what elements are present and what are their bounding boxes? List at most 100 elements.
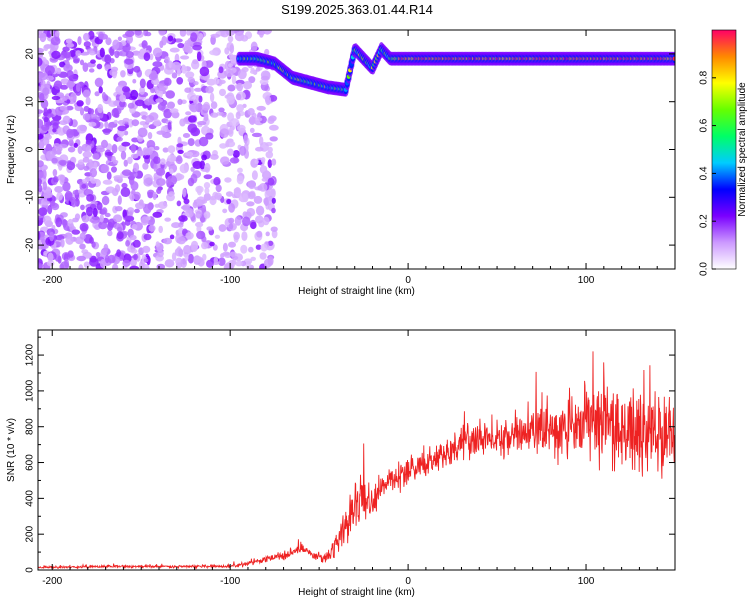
heatmap-noise-cell [215,184,222,193]
heatmap-noise-cell [99,47,105,58]
heatmap-noise-cell [241,231,248,242]
heatmap-noise-cell [157,86,167,91]
heatmap-noise-cell [254,117,263,122]
heatmap-noise-cell [248,116,256,125]
heatmap-noise-cell [67,160,72,165]
heatmap-noise-cell [62,115,71,125]
heatmap-noise-cell [188,115,197,123]
heatmap-noise-cell [269,124,279,131]
heatmap-noise-cell [203,174,213,180]
heatmap-noise-cell [259,115,267,124]
heatmap-noise-cell [144,98,153,106]
heatmap-noise-cell [76,255,86,262]
heatmap-noise-cell [153,119,161,127]
heatmap-noise-cell [50,119,60,126]
heatmap-noise-cell [124,58,134,65]
heatmap-noise-cell [251,170,258,181]
heatmap-noise-cell [156,130,166,135]
heatmap-noise-cell [167,145,176,154]
heatmap-noise-cell [104,54,112,64]
heatmap-noise-cell [267,146,273,153]
heatmap-noise-cell [195,211,202,219]
heatmap-noise-cell [66,105,74,111]
heatmap-noise-cell [88,68,95,73]
heatmap-noise-cell [42,87,50,96]
heatmap-noise-cell [54,186,64,193]
heatmap-noise-cell [255,244,262,250]
heatmap-noise-cell [224,177,232,183]
heatmap-noise-cell [186,30,191,36]
heatmap-noise-cell [259,252,267,260]
heatmap-noise-cell [135,202,145,210]
heatmap-noise-cell [164,217,171,222]
heatmap-noise-cell [38,57,43,67]
heatmap-noise-cell [71,199,77,208]
heatmap-noise-cell [161,35,167,46]
heatmap-noise-cell [104,212,111,218]
heatmap-noise-cell [143,233,152,241]
heatmap-noise-cell [122,259,131,267]
heatmap-noise-cell [95,145,106,150]
heatmap-noise-cell [201,204,207,214]
heatmap-noise-cell [127,245,136,253]
heatmap-noise-cell [73,142,79,148]
heatmap-noise-cell [156,188,162,194]
heatmap-noise-cell [156,246,163,252]
heatmap-noise-cell [261,177,269,182]
heatmap-noise-cell [38,262,43,269]
heatmap-noise-cell [190,166,195,172]
heatmap-noise-cell [240,244,248,254]
heatmap-noise-cell [85,96,91,106]
heatmap-noise-cell [218,224,227,232]
snr-xtick-label: -100 [220,576,240,587]
heatmap-noise-cell [227,35,234,43]
heatmap-noise-cell [169,108,179,114]
heatmap-noise-cell [145,117,150,123]
heatmap-noise-cell [203,182,211,189]
heatmap-noise-cell [269,136,278,142]
heatmap-noise-cell [177,149,184,154]
heatmap-noise-cell [210,33,221,38]
heatmap-noise-cell [187,92,197,101]
snr-background [38,330,675,570]
heatmap-noise-cell [122,86,130,93]
heatmap-noise-cell [143,258,149,263]
heatmap-noise-cell [212,244,218,251]
heatmap-noise-cell [122,209,127,219]
snr-xtick-label: 100 [578,576,595,587]
heatmap-noise-cell [86,194,95,202]
heatmap-noise-cell [160,158,166,165]
heatmap-noise-cell [42,215,52,225]
snr-xlabel: Height of straight line (km) [298,587,415,598]
heatmap-noise-cell [201,104,211,111]
heatmap-noise-cell [78,264,84,269]
heatmap-noise-cell [92,153,100,160]
heatmap-noise-cell [66,80,76,88]
heatmap-noise-cell [124,30,135,38]
heatmap-noise-cell [271,158,277,166]
heatmap-noise-cell [226,198,232,205]
heatmap-noise-cell [142,245,151,253]
heatmap-noise-cell [226,95,235,105]
heatmap-noise-cell [130,153,139,159]
heatmap-noise-cell [99,214,105,223]
heatmap-noise-cell [242,216,251,227]
heatmap-noise-cell [169,234,175,240]
heatmap-noise-cell [47,113,54,118]
heatmap-noise-cell [130,181,139,191]
heatmap-noise-cell [258,183,268,192]
heatmap-noise-cell [164,77,172,86]
heatmap-noise-cell [152,211,163,218]
heatmap-noise-cell [241,67,249,73]
heatmap-noise-cell [202,253,207,261]
heatmap-noise-cell [209,92,215,103]
heatmap-noise-cell [228,217,235,224]
heatmap-noise-cell [77,145,83,155]
heatmap-noise-cell [142,162,149,170]
snr-ytick-label: 600 [25,454,36,471]
heatmap-noise-cell [82,151,93,158]
heatmap-noise-cell [132,78,137,84]
heatmap-noise-cell [205,132,214,140]
heatmap-noise-cell [233,187,241,193]
heatmap-noise-cell [228,203,236,213]
